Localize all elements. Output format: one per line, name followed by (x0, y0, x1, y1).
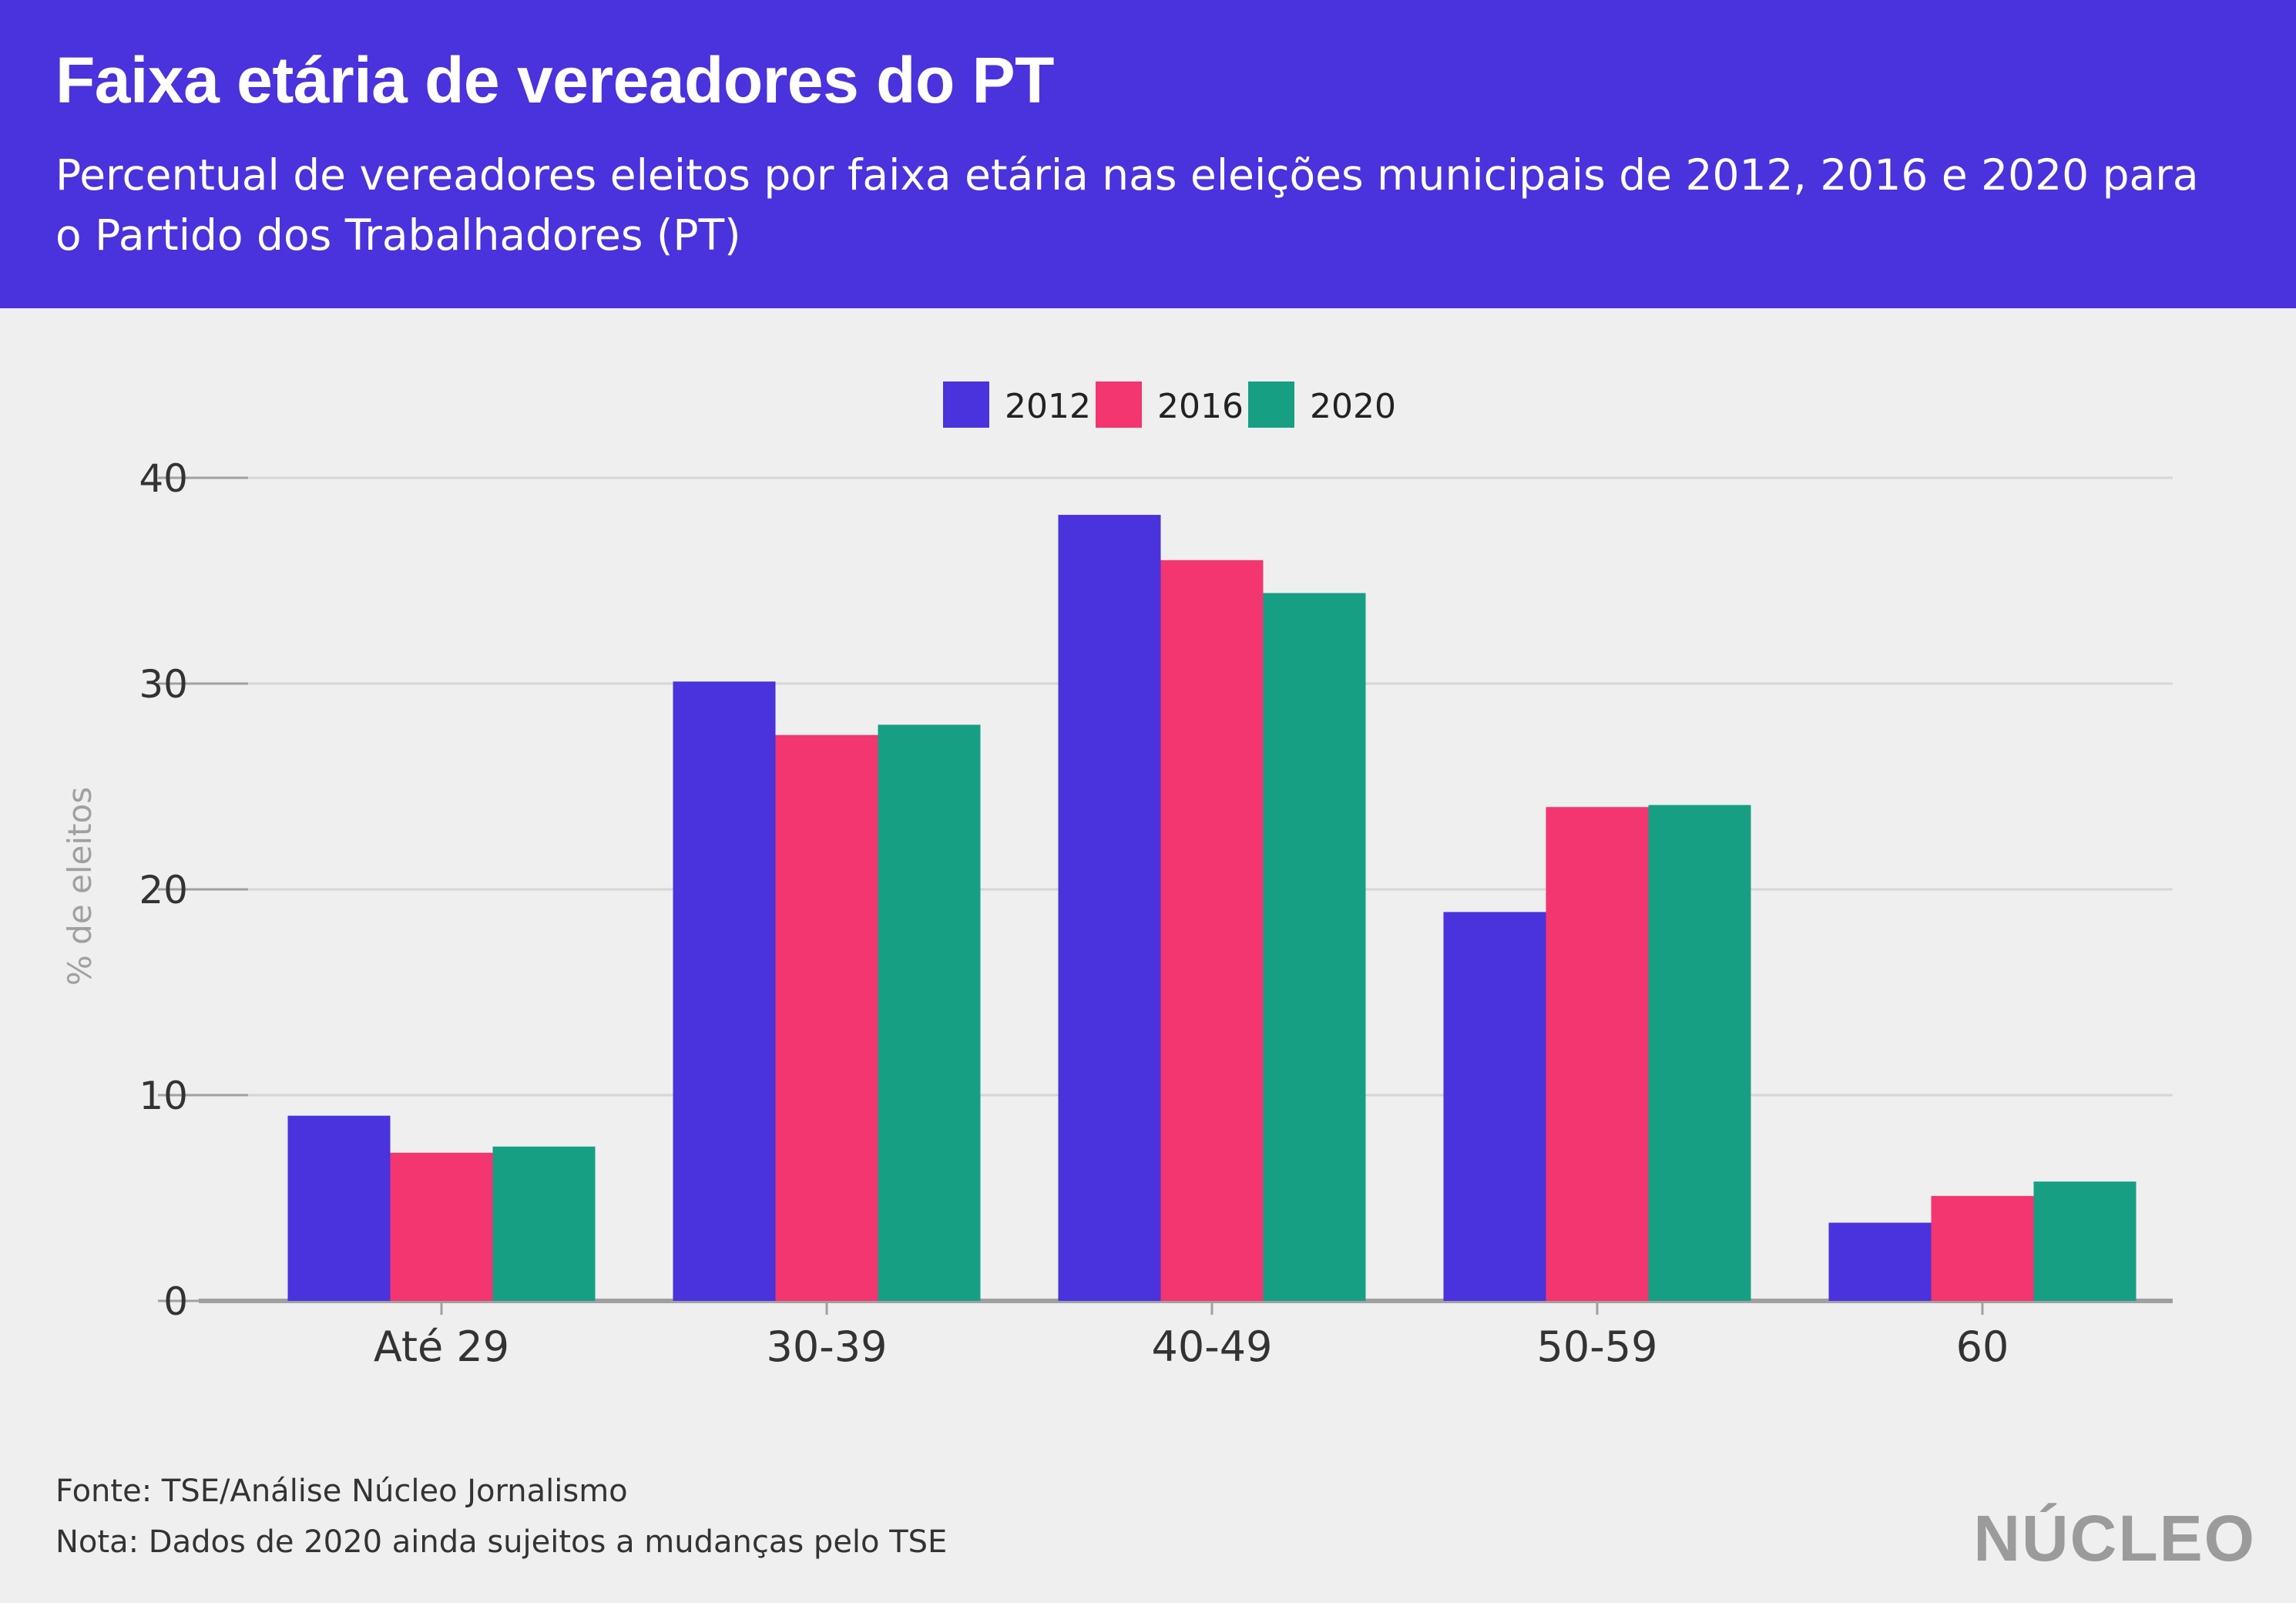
chart-title: Faixa etária de vereadores do PT (55, 44, 1054, 116)
legend-label-2020: 2020 (1310, 387, 1396, 426)
y-tick-label: 40 (139, 456, 188, 501)
chart-header: Faixa etária de vereadores do PT Percent… (0, 0, 2296, 308)
chart-area: 2012 2016 2020 0 10 20 30 40 % de eleitos Até … (0, 308, 2296, 1426)
y-tick-label: 0 (163, 1279, 188, 1324)
nucleo-logo: NÚCLEO (1973, 1502, 2256, 1574)
footer: Fonte: TSE/Análise Núcleo Jornalismo Not… (55, 1466, 947, 1568)
y-tick-label: 30 (139, 662, 188, 707)
x-tick-label: 40-49 (1152, 1322, 1273, 1371)
bar-2020-1 (878, 724, 981, 1301)
bar-2016-4 (1931, 1195, 2034, 1301)
bar-2016-2 (1160, 560, 1264, 1301)
bar-2020-4 (2033, 1181, 2137, 1301)
legend-swatch-2016 (1096, 381, 1142, 428)
x-tick-label: Até 29 (374, 1322, 509, 1371)
chart-subtitle: Percentual de vereadores eleitos por fai… (55, 150, 2199, 260)
y-axis-label: % de eleitos (61, 787, 99, 986)
bar-2020-2 (1263, 593, 1366, 1301)
source-note: Fonte: TSE/Análise Núcleo Jornalismo (55, 1474, 628, 1509)
legend-swatch-2020 (1248, 381, 1294, 428)
data-note: Nota: Dados de 2020 ainda sujeitos a mud… (55, 1524, 948, 1560)
x-tick-label: 60 (1956, 1322, 2009, 1371)
x-tick-label: 50-59 (1537, 1322, 1658, 1371)
bar-2016-3 (1546, 807, 1649, 1301)
bar-2020-0 (492, 1146, 596, 1301)
bar-2012-2 (1058, 515, 1161, 1301)
bars (287, 515, 2137, 1301)
bar-2016-0 (390, 1152, 493, 1301)
bar-2012-3 (1443, 912, 1546, 1301)
y-tick-label: 10 (139, 1074, 188, 1118)
bar-2016-1 (775, 734, 878, 1301)
legend: 2012 2016 2020 (943, 381, 1396, 428)
legend-label-2012: 2012 (1005, 387, 1091, 426)
legend-swatch-2012 (943, 381, 989, 428)
x-axis: Até 29 30-39 40-49 50-59 60 (374, 1301, 2009, 1371)
y-tick-label: 20 (139, 868, 188, 912)
bar-2012-1 (673, 681, 776, 1301)
bar-2012-4 (1828, 1222, 1932, 1301)
x-tick-label: 30-39 (767, 1322, 888, 1371)
bar-chart: 2012 2016 2020 0 10 20 30 40 % de eleitos Até … (61, 381, 2173, 1371)
legend-label-2016: 2016 (1157, 387, 1244, 426)
bar-2020-3 (1648, 805, 1751, 1301)
bar-2012-0 (287, 1115, 391, 1301)
